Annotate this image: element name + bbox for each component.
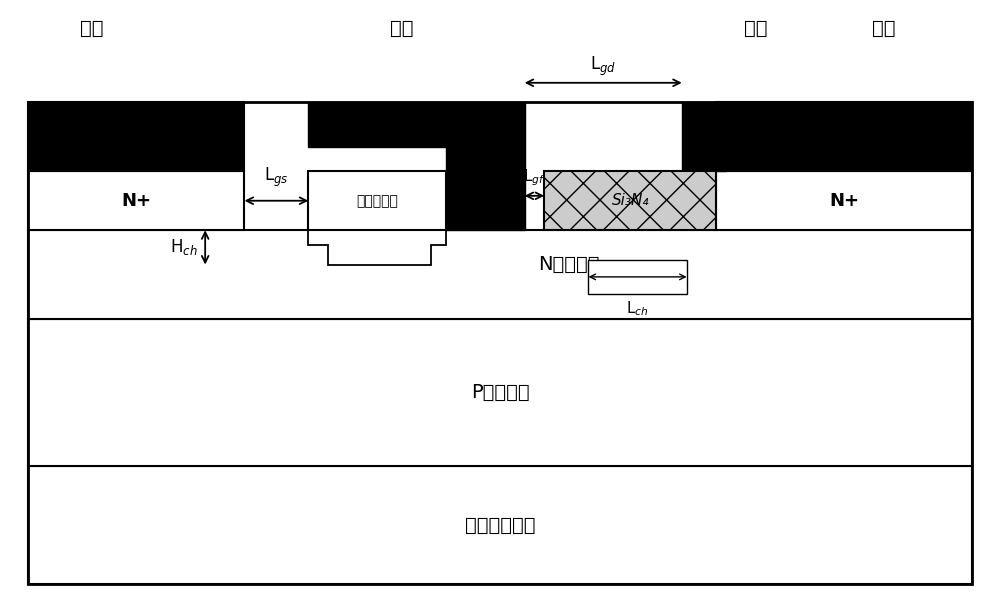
Bar (682, 102, 726, 171)
Text: N型沟道层: N型沟道层 (538, 255, 600, 274)
Bar (588, 260, 687, 294)
Bar (308, 230, 446, 245)
Text: L$_{gf}$: L$_{gf}$ (523, 167, 546, 188)
Bar (28, 171, 244, 230)
Bar (446, 147, 525, 230)
Text: N+: N+ (829, 192, 859, 210)
Bar (544, 171, 716, 230)
Text: L$_{gs}$: L$_{gs}$ (264, 166, 289, 189)
Bar (308, 102, 525, 147)
Text: L$_{ch}$: L$_{ch}$ (626, 299, 649, 318)
Bar (28, 319, 972, 466)
Text: P型缓冲层: P型缓冲层 (471, 383, 529, 402)
Bar (716, 102, 972, 171)
Bar (28, 102, 972, 584)
Bar (28, 466, 972, 584)
Bar (28, 230, 972, 319)
Bar (716, 171, 972, 230)
Text: 场板: 场板 (744, 19, 767, 38)
Text: L$_{gd}$: L$_{gd}$ (590, 54, 616, 78)
Bar (308, 171, 446, 230)
Text: H$_{ch}$: H$_{ch}$ (170, 237, 197, 257)
Bar (328, 230, 431, 264)
Bar (28, 102, 244, 171)
Text: 源极: 源极 (80, 19, 104, 38)
Text: 栅极: 栅极 (390, 19, 413, 38)
Text: 漏极: 漏极 (872, 19, 895, 38)
Text: N+: N+ (121, 192, 151, 210)
Text: 半绝缘衬底层: 半绝缘衬底层 (465, 515, 535, 535)
Text: 阶梯缓冲层: 阶梯缓冲层 (356, 194, 398, 208)
Text: Si₃N₄: Si₃N₄ (611, 193, 649, 208)
